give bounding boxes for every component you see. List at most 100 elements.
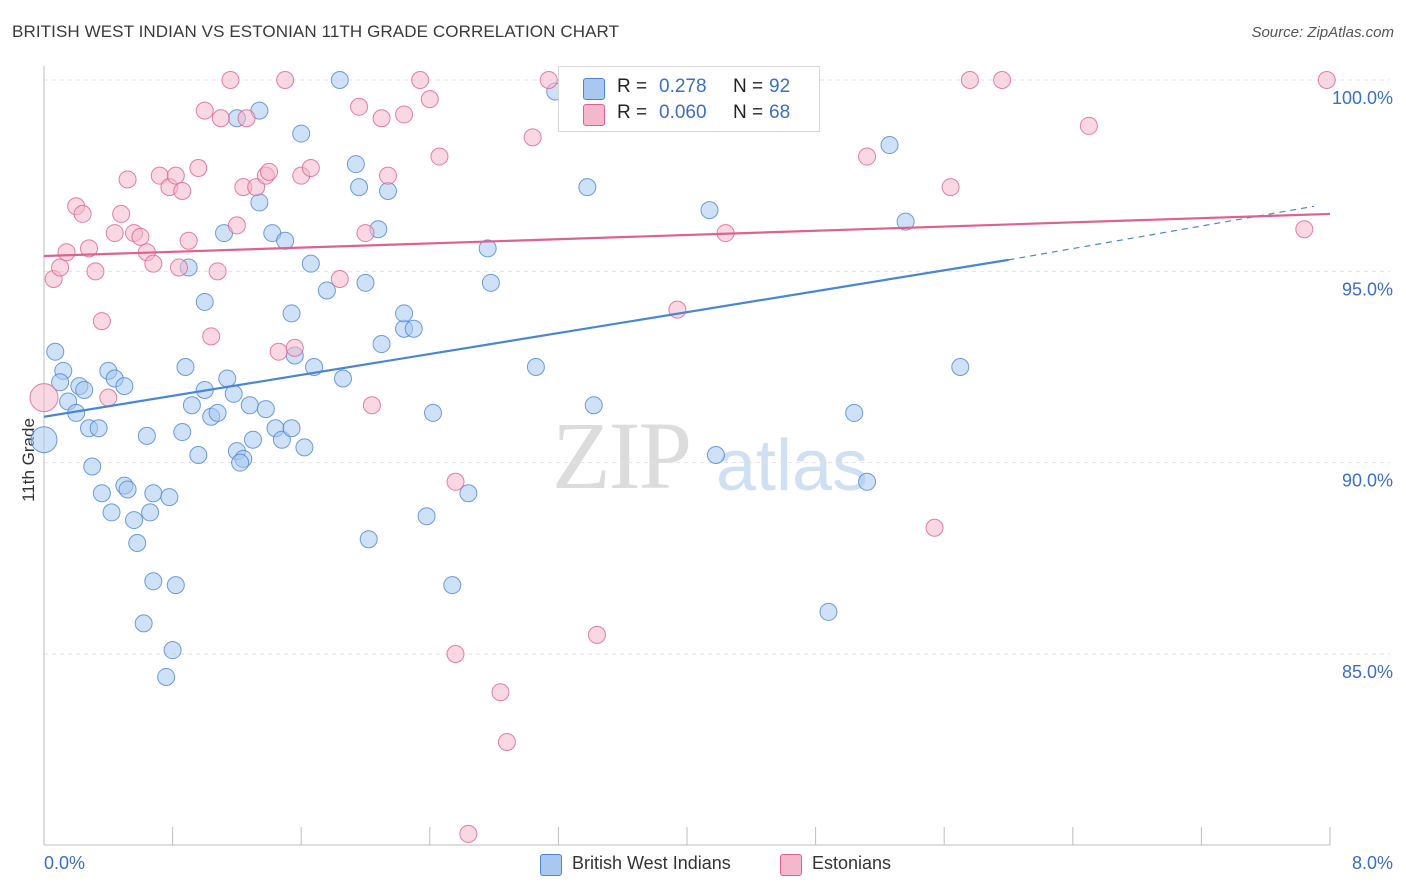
- bwi-point: [195, 292, 214, 311]
- bwi-point: [92, 484, 111, 503]
- est-point: [80, 239, 99, 258]
- bwi-point: [166, 576, 185, 595]
- r-value: 0.278: [659, 76, 707, 97]
- est-point: [430, 147, 449, 166]
- bwi-point: [317, 281, 336, 300]
- bwi-point: [700, 201, 719, 220]
- bwi-swatch-icon: [583, 78, 605, 100]
- est-point: [202, 327, 221, 346]
- bwi-point: [115, 377, 134, 396]
- est-point: [247, 178, 266, 197]
- x-tick-label: 8.0%: [1352, 853, 1393, 873]
- est-point: [118, 170, 137, 189]
- bwi-point: [160, 488, 179, 507]
- bwi-point: [346, 155, 365, 174]
- bwi-point: [182, 396, 201, 415]
- est-point: [350, 97, 369, 116]
- est-point: [539, 71, 558, 89]
- bwi-point: [333, 369, 352, 388]
- bwi-point: [478, 239, 497, 258]
- bwi-point: [295, 438, 314, 457]
- bwi-point: [459, 484, 478, 503]
- bwi-point: [395, 304, 414, 323]
- est-point: [362, 396, 381, 415]
- y-tick-label: 90.0%: [1342, 471, 1393, 491]
- est-point: [420, 90, 439, 109]
- bwi-point: [951, 358, 970, 376]
- est-point: [459, 824, 478, 843]
- est-point: [260, 162, 279, 181]
- est-point: [170, 258, 189, 277]
- est-point: [29, 383, 59, 413]
- bwi-point: [189, 446, 208, 465]
- r-label: R =: [617, 102, 648, 123]
- est-point: [144, 254, 163, 273]
- est-point: [925, 518, 944, 537]
- bwi-point: [526, 358, 545, 376]
- stats-legend: R = 0.278 N = 92 R = 0.060 N = 68: [558, 66, 820, 132]
- est-swatch-icon: [583, 104, 605, 126]
- bwi-point: [372, 335, 391, 354]
- est-point: [1295, 220, 1314, 239]
- bwi-point: [173, 423, 192, 442]
- bwi-point: [481, 273, 500, 292]
- bwi-point: [330, 71, 349, 89]
- bwi-point: [46, 342, 65, 361]
- est-point: [379, 166, 398, 185]
- est-point: [227, 216, 246, 235]
- est-point: [411, 71, 430, 89]
- legend-label-bwi: British West Indians: [572, 853, 731, 873]
- n-value: 92: [769, 76, 791, 97]
- bwi-point: [163, 641, 182, 660]
- bwi-point: [243, 430, 262, 449]
- y-tick-label: 100.0%: [1332, 88, 1393, 108]
- est-point: [269, 342, 288, 361]
- est-point: [372, 109, 391, 128]
- bwi-point: [250, 193, 269, 212]
- est-point: [356, 224, 375, 243]
- bwi-point: [276, 231, 295, 250]
- bwi-trend-extension: [1008, 205, 1315, 261]
- bwi-point: [301, 254, 320, 273]
- bwi-point: [30, 426, 58, 454]
- est-point: [112, 204, 131, 223]
- est-point: [587, 625, 606, 644]
- est-point: [166, 166, 185, 185]
- bwi-point: [208, 403, 227, 422]
- bwi-point: [282, 419, 301, 438]
- n-value: 68: [769, 102, 791, 123]
- bwi-point: [819, 602, 838, 621]
- bwi-point: [578, 178, 597, 197]
- y-tick-label: 95.0%: [1342, 279, 1393, 299]
- bwi-point: [240, 396, 259, 415]
- bwi-point: [292, 124, 311, 143]
- est-point: [993, 71, 1012, 89]
- est-point: [330, 269, 349, 288]
- est-point: [131, 227, 150, 246]
- watermark-atlas: atlas: [716, 426, 869, 506]
- r-value: 0.060: [659, 102, 707, 123]
- bwi-point: [272, 430, 291, 449]
- est-point: [960, 71, 979, 89]
- est-legend-swatch-icon: [780, 854, 802, 876]
- bwi-point: [176, 358, 195, 376]
- bwi-point: [231, 453, 250, 472]
- bwi-point: [404, 319, 423, 338]
- bwi-point: [75, 380, 94, 399]
- est-point: [941, 178, 960, 197]
- est-point: [446, 645, 465, 663]
- est-point: [73, 204, 92, 223]
- est-point: [92, 312, 111, 331]
- bwi-point: [134, 614, 153, 633]
- est-point: [301, 159, 320, 178]
- bwi-point: [102, 503, 121, 522]
- bwi-point: [256, 400, 275, 419]
- est-trend-line: [43, 212, 1331, 258]
- est-point: [285, 338, 304, 357]
- y-tick-label: 85.0%: [1342, 662, 1393, 682]
- est-point: [497, 733, 516, 752]
- est-point: [105, 224, 124, 243]
- est-point: [189, 159, 208, 178]
- chart-title: BRITISH WEST INDIAN VS ESTONIAN 11TH GRA…: [12, 22, 620, 41]
